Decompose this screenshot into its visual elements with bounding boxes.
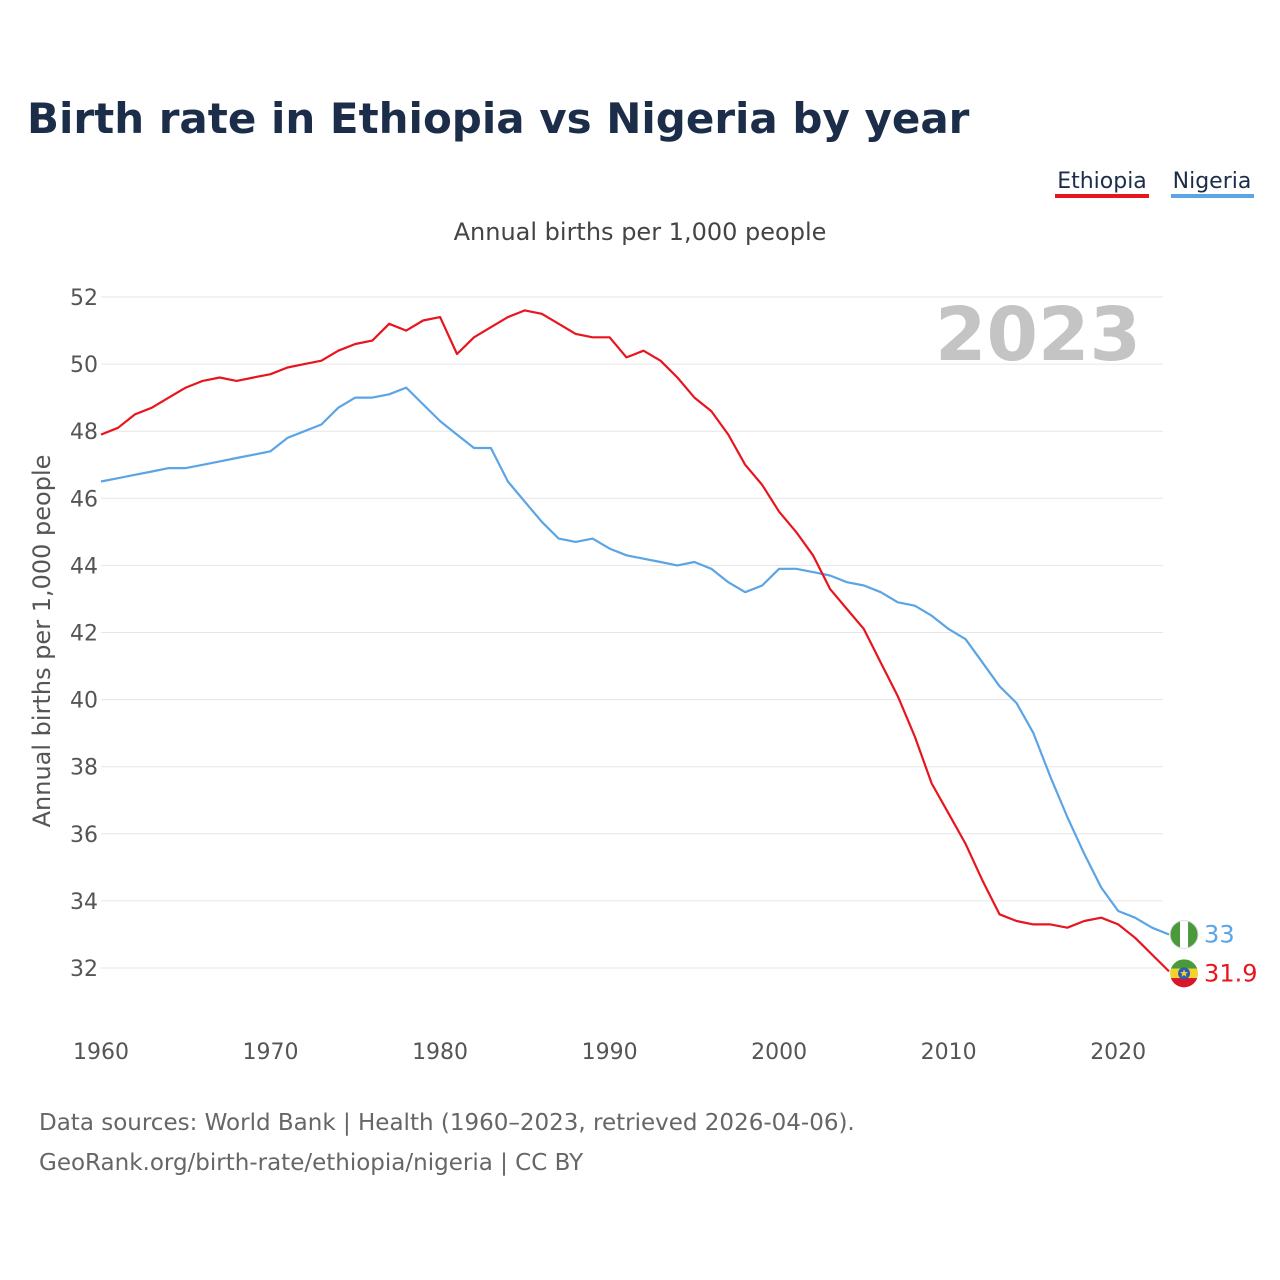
x-tick-label: 1970 — [243, 1040, 299, 1065]
legend-swatch-nigeria — [1171, 194, 1254, 198]
y-tick-label: 34 — [70, 890, 98, 915]
x-tick-label: 1990 — [582, 1040, 638, 1065]
series-line-nigeria[interactable] — [100, 386, 1170, 936]
y-tick-label: 36 — [70, 823, 98, 848]
legend-label-ethiopia[interactable]: Ethiopia — [1057, 169, 1147, 194]
y-tick-label: 52 — [70, 286, 98, 311]
legend-swatch-ethiopia — [1055, 194, 1149, 198]
y-tick-label: 48 — [70, 420, 98, 445]
y-tick-label: 38 — [70, 756, 98, 781]
year-overlay: 2023 — [935, 292, 1141, 378]
y-tick-label: 42 — [70, 622, 98, 647]
x-axis-ticks: 1960 1970 1980 1990 2000 2010 2020 — [73, 1040, 1146, 1065]
x-tick-label: 1980 — [412, 1040, 468, 1065]
gridlines — [101, 296, 1163, 969]
y-tick-label: 40 — [70, 689, 98, 714]
x-tick-label: 2000 — [751, 1040, 807, 1065]
y-tick-label: 32 — [70, 957, 98, 982]
legend: Ethiopia Nigeria — [1055, 169, 1254, 198]
chart-subtitle: Annual births per 1,000 people — [454, 218, 827, 246]
chart-title: Birth rate in Ethiopia vs Nigeria by yea… — [27, 94, 970, 143]
y-axis-label: Annual births per 1,000 people — [28, 455, 56, 828]
series-lines — [100, 309, 1170, 973]
x-tick-label: 1960 — [73, 1040, 129, 1065]
ethiopia-end-value: 31.9 — [1204, 959, 1257, 987]
x-tick-label: 2010 — [921, 1040, 977, 1065]
y-axis-ticks: 32 34 36 38 40 42 44 46 48 50 52 — [70, 286, 98, 982]
legend-label-nigeria[interactable]: Nigeria — [1173, 169, 1252, 194]
ethiopia-flag-icon — [1170, 959, 1199, 988]
footer-credit[interactable]: GeoRank.org/birth-rate/ethiopia/nigeria … — [39, 1150, 584, 1176]
footer-sources: Data sources: World Bank | Health (1960–… — [39, 1110, 855, 1136]
nigeria-end-value: 33 — [1204, 920, 1235, 948]
y-tick-label: 50 — [70, 353, 98, 378]
y-tick-label: 44 — [70, 554, 98, 579]
y-tick-label: 46 — [70, 487, 98, 512]
nigeria-flag-icon — [1169, 919, 1199, 949]
x-tick-label: 2020 — [1090, 1040, 1146, 1065]
series-line-ethiopia[interactable] — [100, 309, 1170, 973]
